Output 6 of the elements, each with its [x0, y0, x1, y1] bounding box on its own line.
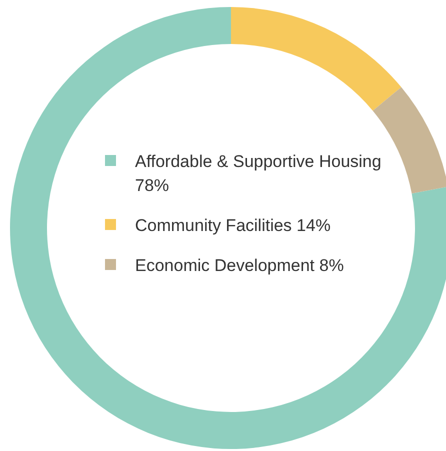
legend-label: Community Facilities: [135, 216, 292, 235]
data-label: 78%: [135, 176, 170, 195]
data-label: 14%: [296, 216, 331, 235]
legend-label: Affordable & Supportive Housing: [135, 152, 382, 171]
legend-label: Economic Development: [135, 256, 315, 275]
data-label: 8%: [319, 256, 344, 275]
